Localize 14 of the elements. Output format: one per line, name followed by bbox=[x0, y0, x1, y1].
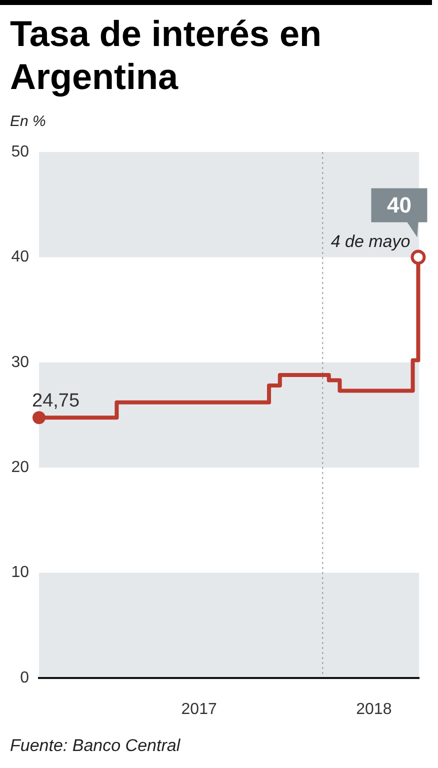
y-tick-label: 50 bbox=[11, 143, 30, 160]
y-axis-title: En % bbox=[10, 113, 46, 130]
x-tick-label: 2018 bbox=[356, 701, 392, 718]
y-tick-label: 10 bbox=[11, 564, 30, 582]
y-tick-label: 30 bbox=[11, 354, 30, 371]
y-tick-label: 40 bbox=[11, 248, 30, 266]
source-note: Fuente: Banco Central bbox=[10, 736, 180, 756]
chart-title: Tasa de interés en Argentina bbox=[10, 12, 322, 98]
annotation: 4 de mayo bbox=[330, 232, 410, 252]
x-tick-label: 2017 bbox=[181, 701, 217, 718]
data-label: 24,75 bbox=[32, 390, 80, 412]
y-tick-label: 20 bbox=[11, 459, 30, 476]
data-label: 40 bbox=[386, 192, 412, 218]
y-tick-label: 0 bbox=[20, 669, 30, 686]
